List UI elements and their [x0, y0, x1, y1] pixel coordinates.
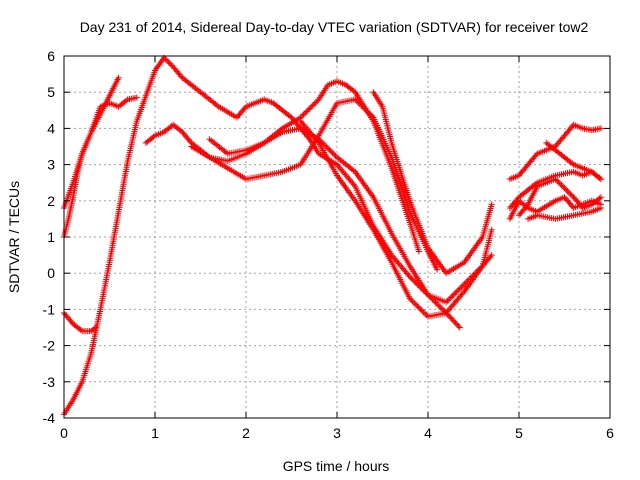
- y-tick-label: 2: [47, 193, 55, 209]
- series-markers: [543, 139, 604, 183]
- series-line: [63, 56, 461, 416]
- x-tick-label: 6: [606, 425, 614, 441]
- series-sat-o: [543, 139, 604, 183]
- series-sat-a: [61, 74, 122, 240]
- x-tick-label: 3: [333, 425, 341, 441]
- x-tick-labels: 0 1 2 3 4 5 6: [60, 425, 614, 441]
- series-sat-m: [516, 176, 604, 219]
- x-tick-label: 1: [151, 425, 159, 441]
- grid: [64, 56, 610, 418]
- series-sat-n: [525, 205, 604, 222]
- series-sat-i: [370, 89, 495, 277]
- series-markers: [516, 176, 604, 219]
- series-sat-c: [61, 54, 463, 418]
- y-tick-label: -1: [43, 301, 56, 317]
- y-tick-label: -3: [43, 374, 56, 390]
- series-markers: [525, 205, 604, 222]
- x-tick-label: 5: [515, 425, 523, 441]
- series-sat-h: [297, 118, 495, 320]
- y-tick-label: 0: [47, 265, 55, 281]
- x-tick-label: 2: [242, 425, 250, 441]
- series-sat-l: [506, 194, 604, 222]
- x-tick-label: 0: [60, 425, 68, 441]
- series-markers: [506, 194, 604, 222]
- x-axis-label: GPS time / hours: [283, 458, 390, 474]
- series-markers: [506, 121, 604, 183]
- y-tick-label: 4: [47, 120, 55, 136]
- series-markers: [297, 118, 495, 320]
- x-tick-label: 4: [424, 425, 432, 441]
- series-markers: [61, 74, 122, 240]
- series-markers: [206, 78, 422, 255]
- axis-ticks: [63, 55, 611, 419]
- y-tick-label: -2: [43, 338, 56, 354]
- series-sat-g: [206, 78, 422, 255]
- y-tick-label: 3: [47, 157, 55, 173]
- series-markers: [370, 89, 495, 277]
- series-markers: [61, 54, 463, 418]
- y-tick-label: -4: [43, 410, 56, 426]
- y-axis-label: SDTVAR / TECUs: [6, 181, 22, 293]
- series-sat-j: [506, 121, 604, 183]
- series-layer: [61, 54, 604, 418]
- series-markers: [61, 310, 99, 335]
- y-tick-label: 1: [47, 229, 55, 245]
- chart-title: Day 231 of 2014, Sidereal Day-to-day VTE…: [80, 19, 589, 35]
- y-tick-label: 6: [47, 48, 55, 64]
- y-tick-labels: -4 -3 -2 -1 0 1 2 3 4 5 6: [43, 48, 56, 426]
- y-tick-label: 5: [47, 84, 55, 100]
- series-sat-d: [61, 310, 99, 335]
